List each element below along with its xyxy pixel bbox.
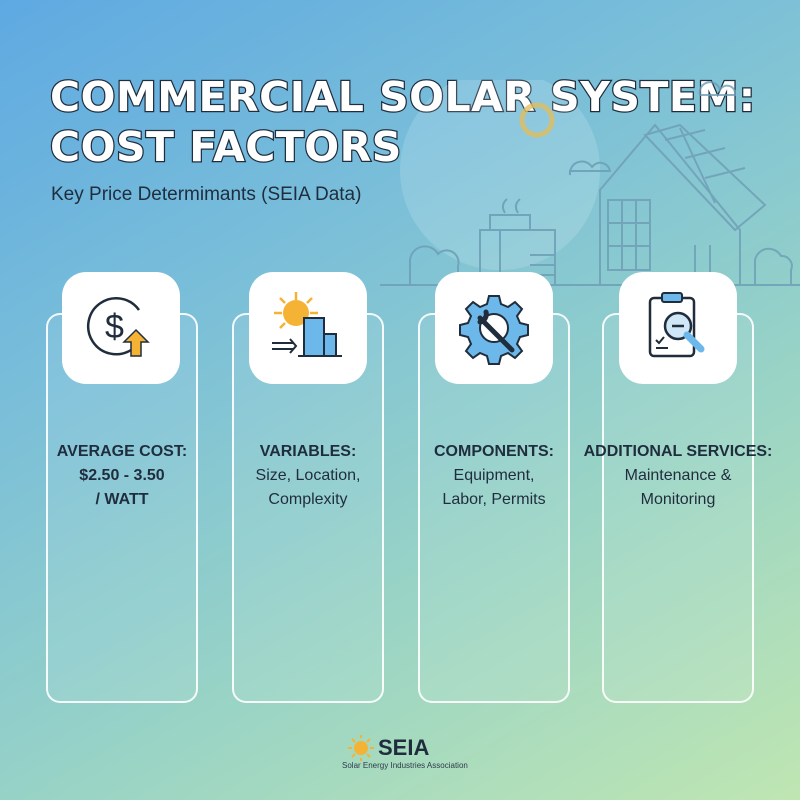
card-icon-box xyxy=(619,272,737,384)
card-icon-box: $ xyxy=(62,272,180,384)
house-illustration xyxy=(380,80,800,286)
card-text: AVERAGE COST: $2.50 - 3.50/ WATT xyxy=(56,443,188,508)
gear-wrench-icon xyxy=(459,295,529,365)
dollar-up-icon: $ xyxy=(86,296,150,357)
sun-building-icon xyxy=(272,292,342,357)
sun-icon xyxy=(348,735,374,761)
card-icon-box xyxy=(249,272,367,384)
page-title: COMMERCIAL SOLAR SYSTEM: COST FACTORS xyxy=(49,72,757,173)
card-text: ADDITIONAL SERVICES: Maintenance & Monitor… xyxy=(583,443,773,508)
svg-text:$: $ xyxy=(105,308,124,346)
card-text: VARIABLES: Size, Location, Complexity xyxy=(255,443,361,508)
subtitle: Key Price Determimants (SEIA Data) xyxy=(51,184,362,205)
card-icon-box xyxy=(435,272,553,384)
clipboard-search-icon xyxy=(648,292,705,358)
card-text: COMPONENTS: Equipment, Labor, Permits xyxy=(434,443,554,508)
